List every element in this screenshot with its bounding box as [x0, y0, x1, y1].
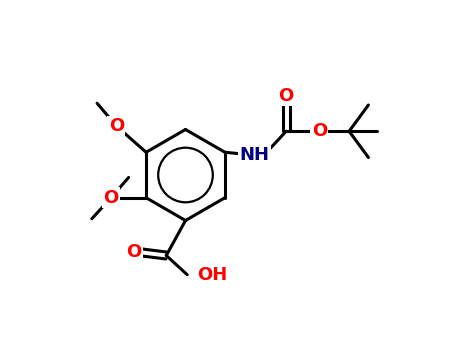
Text: OH: OH — [197, 266, 228, 284]
Text: O: O — [278, 86, 294, 105]
Text: O: O — [126, 243, 142, 261]
Text: O: O — [109, 117, 124, 135]
Text: O: O — [103, 189, 119, 207]
Text: O: O — [312, 122, 327, 140]
Text: NH: NH — [240, 146, 270, 164]
